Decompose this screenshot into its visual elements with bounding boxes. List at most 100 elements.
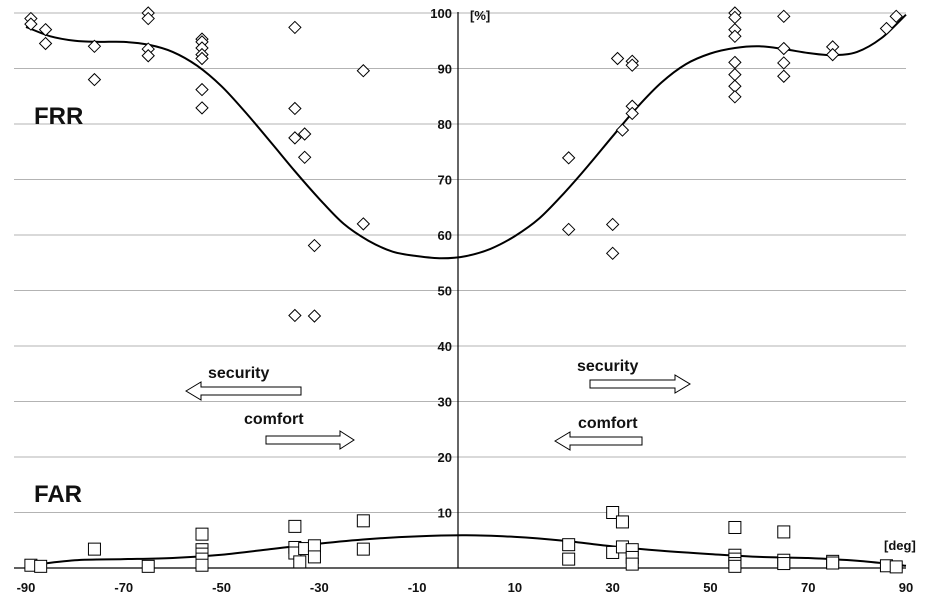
left-arrow-icon <box>554 431 643 451</box>
left-arrow-icon <box>185 381 302 401</box>
frr-point <box>307 238 322 253</box>
x-tick-label: 10 <box>508 580 522 595</box>
y-tick-label: 70 <box>438 173 452 188</box>
x-tick-label: -70 <box>114 580 133 595</box>
frr-point <box>728 90 742 104</box>
far-point <box>195 527 209 541</box>
far-point <box>777 557 791 571</box>
y-tick-label: 100 <box>430 6 452 21</box>
frr-point <box>297 127 312 141</box>
frr-point <box>288 101 302 116</box>
left-comfort-annotation: comfort <box>244 411 355 450</box>
frr-point <box>38 22 53 37</box>
gridlines <box>14 12 906 513</box>
frr-label: FRR <box>34 103 83 130</box>
frr-point <box>777 9 791 24</box>
y-tick-label: 60 <box>438 228 452 243</box>
far-point <box>293 555 307 569</box>
far-label: FAR <box>34 481 82 508</box>
frr-trend-path <box>25 13 907 260</box>
far-point <box>625 557 639 571</box>
y-tick-label: 90 <box>438 62 452 77</box>
x-tick-label: 70 <box>801 580 815 595</box>
frr-point <box>87 39 102 54</box>
far-point <box>356 514 370 528</box>
far-point <box>288 519 302 533</box>
frr-point <box>605 217 620 232</box>
x-tick-labels: -90 -70 -50 -30 -10 10 30 50 70 90 <box>17 580 914 595</box>
far-point <box>307 550 321 564</box>
frr-point <box>610 51 625 66</box>
x-tick-label: -90 <box>17 580 36 595</box>
far-point <box>562 538 576 552</box>
right-arrow-icon <box>265 430 355 450</box>
x-tick-label: 50 <box>703 580 717 595</box>
frr-point <box>728 29 742 44</box>
far-point <box>889 560 903 574</box>
frr-point <box>297 150 312 165</box>
frr-points <box>24 6 903 323</box>
left-security-text: security <box>208 365 269 382</box>
frr-point <box>879 21 894 36</box>
y-tick-label: 80 <box>438 117 452 132</box>
far-point <box>777 525 791 539</box>
frr-point <box>38 36 53 51</box>
frr-point <box>288 131 302 145</box>
far-point <box>826 556 840 570</box>
far-trend-line <box>25 534 907 567</box>
frr-point <box>288 20 302 35</box>
frr-point <box>24 17 38 31</box>
y-tick-label: 10 <box>438 506 452 521</box>
y-tick-label: 40 <box>438 339 452 354</box>
frr-point <box>87 72 102 87</box>
frr-point <box>288 308 302 323</box>
far-point <box>728 559 742 573</box>
frr-point <box>141 11 155 26</box>
far-point <box>728 520 742 534</box>
far-point <box>356 542 370 556</box>
frr-point <box>605 246 620 261</box>
x-tick-label: 30 <box>605 580 619 595</box>
frr-point <box>356 64 371 78</box>
frr-point <box>356 217 371 231</box>
left-comfort-text: comfort <box>244 411 304 428</box>
far-point <box>87 542 101 556</box>
frr-point <box>825 47 840 62</box>
frr-point <box>625 106 639 121</box>
x-tick-label: -30 <box>310 580 329 595</box>
right-comfort-text: comfort <box>578 415 638 432</box>
frr-point <box>307 309 322 323</box>
frr-trend-line <box>25 13 907 260</box>
frr-point <box>728 67 742 82</box>
far-point <box>606 506 620 519</box>
frr-point <box>777 56 791 70</box>
right-security-text: security <box>577 358 638 375</box>
left-security-annotation: security <box>185 365 302 401</box>
y-tick-labels: 10 20 30 40 50 60 70 80 90 100 <box>430 6 452 521</box>
y-unit-label: [%] <box>470 8 490 23</box>
frr-point <box>889 9 903 24</box>
right-comfort-annotation: comfort <box>554 415 643 451</box>
far-point <box>615 515 629 529</box>
frr-point <box>195 82 209 97</box>
frr-point <box>561 222 576 237</box>
y-tick-label: 30 <box>438 395 452 410</box>
frr-point <box>195 101 209 115</box>
frr-point <box>777 69 791 83</box>
far-points <box>24 506 903 574</box>
x-unit-label: [deg] <box>884 538 916 553</box>
right-security-annotation: security <box>577 358 691 394</box>
x-tick-label: -10 <box>408 580 427 595</box>
frr-point <box>141 49 155 63</box>
far-point <box>141 559 155 573</box>
far-point <box>195 558 209 572</box>
y-tick-label: 50 <box>438 284 452 299</box>
right-arrow-icon <box>589 374 691 394</box>
y-tick-label: 20 <box>438 450 452 465</box>
frr-point <box>728 55 742 70</box>
far-point <box>34 559 48 573</box>
frr-point <box>195 51 209 66</box>
x-tick-label: -50 <box>212 580 231 595</box>
frr-point <box>777 41 791 56</box>
far-point <box>562 552 576 566</box>
